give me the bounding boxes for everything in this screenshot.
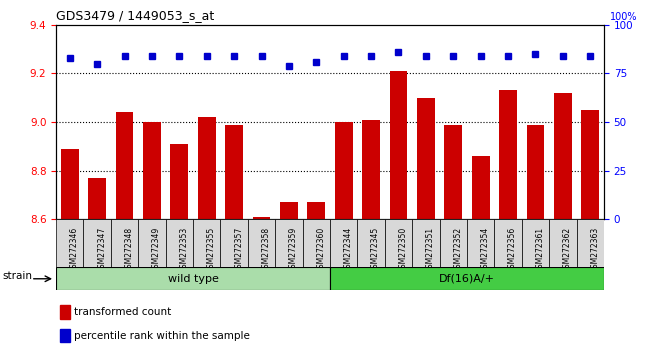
Bar [83, 219, 111, 267]
Bar [385, 219, 412, 267]
Bar [193, 219, 220, 267]
Bar [472, 156, 490, 219]
Bar [166, 219, 193, 267]
Bar [56, 267, 330, 290]
Text: GDS3479 / 1449053_s_at: GDS3479 / 1449053_s_at [56, 9, 214, 22]
Text: GSM272347: GSM272347 [97, 227, 106, 273]
Bar [198, 117, 216, 219]
Bar [412, 219, 440, 267]
Text: wild type: wild type [168, 274, 218, 284]
Bar [138, 219, 166, 267]
Text: Df(16)A/+: Df(16)A/+ [439, 274, 495, 284]
Bar [280, 202, 298, 219]
Text: GSM272363: GSM272363 [590, 227, 599, 273]
Text: percentile rank within the sample: percentile rank within the sample [74, 331, 249, 341]
Bar [220, 219, 248, 267]
Bar [111, 219, 138, 267]
Text: GSM272354: GSM272354 [480, 227, 490, 273]
Bar [61, 149, 79, 219]
Text: GSM272349: GSM272349 [152, 227, 161, 273]
Bar [521, 219, 549, 267]
Bar [549, 219, 577, 267]
Text: GSM272345: GSM272345 [371, 227, 380, 273]
Bar [362, 120, 380, 219]
Text: GSM272362: GSM272362 [563, 227, 572, 273]
Bar [115, 113, 133, 219]
Bar [56, 219, 83, 267]
Text: GSM272346: GSM272346 [70, 227, 79, 273]
Bar [308, 202, 325, 219]
Text: GSM272361: GSM272361 [535, 227, 544, 273]
Bar [225, 125, 243, 219]
Text: GSM272358: GSM272358 [261, 227, 271, 273]
Bar [389, 71, 407, 219]
Bar [88, 178, 106, 219]
Bar [577, 219, 604, 267]
Bar [440, 219, 467, 267]
Bar [143, 122, 161, 219]
Bar [60, 329, 70, 343]
Bar [467, 219, 494, 267]
Bar [248, 219, 275, 267]
Text: transformed count: transformed count [74, 307, 171, 317]
Text: GSM272360: GSM272360 [316, 227, 325, 273]
Bar [275, 219, 302, 267]
Bar [527, 125, 544, 219]
Text: strain: strain [3, 272, 33, 281]
Text: GSM272352: GSM272352 [453, 227, 462, 273]
Bar [444, 125, 462, 219]
Text: GSM272351: GSM272351 [426, 227, 435, 273]
Bar [358, 219, 385, 267]
Bar [581, 110, 599, 219]
Text: GSM272355: GSM272355 [207, 227, 216, 273]
Bar [253, 217, 271, 219]
Bar [499, 91, 517, 219]
Bar [330, 219, 358, 267]
Text: GSM272359: GSM272359 [289, 227, 298, 273]
Bar [494, 219, 521, 267]
Bar [60, 305, 70, 319]
Text: GSM272344: GSM272344 [344, 227, 352, 273]
Bar [330, 267, 604, 290]
Bar [302, 219, 330, 267]
Text: 100%: 100% [609, 12, 637, 22]
Bar [335, 122, 352, 219]
Text: GSM272350: GSM272350 [399, 227, 407, 273]
Bar [170, 144, 188, 219]
Text: GSM272356: GSM272356 [508, 227, 517, 273]
Text: GSM272348: GSM272348 [125, 227, 133, 273]
Bar [417, 98, 435, 219]
Text: GSM272357: GSM272357 [234, 227, 243, 273]
Text: GSM272353: GSM272353 [180, 227, 188, 273]
Bar [554, 93, 572, 219]
